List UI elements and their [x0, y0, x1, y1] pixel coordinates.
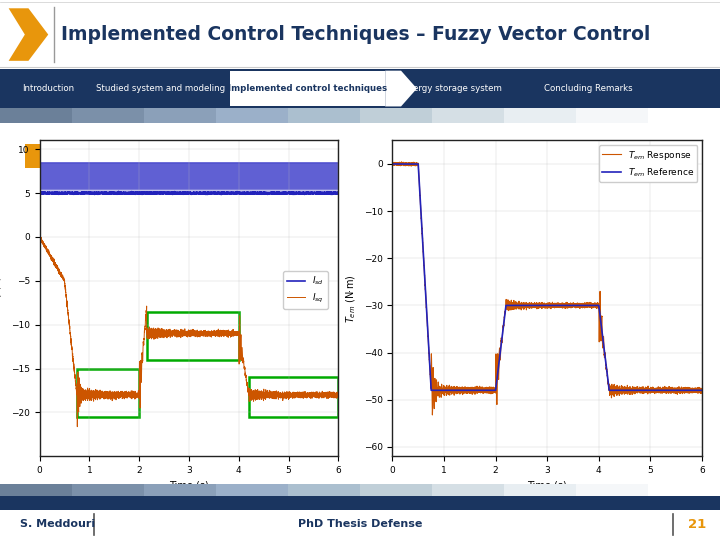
Text: PhD Thesis Defense: PhD Thesis Defense — [298, 519, 422, 529]
$I_{sd}$ — [107, 190, 115, 196]
$I_{sd}$ — [217, 191, 225, 198]
$T_{em}$ Response — [388, 162, 397, 168]
$I_{sd}$ — [108, 189, 117, 195]
Legend: $T_{em}$ Response, $T_{em}$ Reference: $T_{em}$ Response, $T_{em}$ Reference — [599, 145, 698, 182]
$I_{sd}$ — [169, 190, 178, 196]
Bar — [0, 484, 72, 496]
Text: 21: 21 — [688, 518, 706, 531]
Bar — [360, 484, 432, 496]
Bar — [77, 368, 139, 417]
$T_{em}$ Reference — [463, 387, 472, 394]
$T_{em}$ Response — [460, 389, 469, 396]
$I_{sd}$ — [148, 191, 156, 197]
$T_{em}$ Response — [464, 390, 472, 396]
Bar — [249, 377, 338, 417]
Bar — [504, 484, 576, 496]
$T_{em}$ Response — [698, 386, 706, 393]
$I_{sd}$ — [104, 189, 113, 195]
$I_{sq}$ — [73, 423, 81, 430]
Text: S. Meddouri: S. Meddouri — [20, 519, 95, 529]
Bar — [216, 108, 288, 123]
Line: $T_{em}$ Reference: $T_{em}$ Reference — [392, 164, 702, 390]
Bar — [288, 108, 360, 123]
$T_{em}$ Reference — [527, 302, 536, 309]
FancyBboxPatch shape — [0, 69, 720, 108]
Bar — [648, 108, 720, 123]
$I_{sq}$ — [169, 330, 178, 336]
$I_{sq}$ — [36, 233, 45, 240]
Y-axis label: $T_{em}$ (N·m): $T_{em}$ (N·m) — [345, 274, 358, 322]
$T_{em}$ Response — [505, 304, 513, 310]
$I_{sq}$ — [334, 392, 343, 398]
Text: Load changes: Load changes — [49, 147, 177, 165]
$T_{em}$ Reference — [462, 387, 470, 394]
$T_{em}$ Reference — [460, 387, 469, 394]
$I_{sq}$ — [332, 391, 341, 397]
Text: Introduction: Introduction — [22, 84, 75, 93]
X-axis label: Time (s): Time (s) — [169, 481, 209, 490]
$T_{em}$ Reference — [696, 387, 704, 394]
Polygon shape — [385, 71, 417, 106]
$T_{em}$ Response — [527, 302, 536, 309]
Bar — [0, 108, 72, 123]
Line: $T_{em}$ Response: $T_{em}$ Response — [392, 162, 702, 415]
$T_{em}$ Response — [462, 384, 470, 391]
Bar — [72, 484, 144, 496]
Line: $I_{sd}$: $I_{sd}$ — [40, 191, 338, 194]
Text: Implemented Control Techniques – Fuzzy Vector Control: Implemented Control Techniques – Fuzzy V… — [61, 25, 651, 44]
Text: Energy storage system: Energy storage system — [402, 84, 502, 93]
Polygon shape — [9, 8, 48, 61]
Legend: $I_{sd}$, $I_{sq}$: $I_{sd}$, $I_{sq}$ — [284, 271, 328, 308]
Bar — [230, 71, 385, 106]
$I_{sd}$ — [114, 188, 123, 194]
Bar — [147, 312, 239, 360]
Line: $I_{sq}$: $I_{sq}$ — [40, 237, 338, 427]
$T_{em}$ Response — [696, 384, 704, 391]
$I_{sd}$ — [332, 190, 341, 197]
Bar — [144, 108, 216, 123]
Text: Concluding Remarks: Concluding Remarks — [544, 84, 633, 93]
$T_{em}$ Reference — [698, 387, 706, 394]
Bar — [144, 484, 216, 496]
$I_{sd}$ — [334, 189, 343, 195]
Bar — [648, 484, 720, 496]
Bar — [288, 484, 360, 496]
$I_{sq}$ — [105, 392, 114, 399]
$I_{sq}$ — [108, 397, 117, 404]
$T_{em}$ Reference — [505, 302, 513, 309]
$I_{sq}$ — [148, 327, 157, 334]
Bar — [576, 484, 648, 496]
Bar — [216, 484, 288, 496]
Text: Implemented control techniques: Implemented control techniques — [228, 84, 387, 93]
$T_{em}$ Response — [397, 159, 406, 165]
$T_{em}$ Reference — [427, 387, 436, 394]
Bar — [576, 108, 648, 123]
X-axis label: Time (s): Time (s) — [527, 481, 567, 490]
Bar — [504, 108, 576, 123]
$T_{em}$ Response — [428, 411, 437, 418]
Bar — [432, 108, 504, 123]
Bar — [360, 108, 432, 123]
Bar — [72, 108, 144, 123]
Bar — [432, 484, 504, 496]
Text: Studied system and modeling: Studied system and modeling — [96, 84, 225, 93]
Y-axis label: $I_{sd}, I_{sq}$ (A): $I_{sd}, I_{sq}$ (A) — [0, 275, 5, 321]
Bar — [25, 144, 41, 168]
$T_{em}$ Reference — [388, 161, 397, 167]
$I_{sq}$ — [35, 235, 44, 241]
$I_{sd}$ — [35, 189, 44, 195]
$I_{sq}$ — [107, 392, 115, 398]
